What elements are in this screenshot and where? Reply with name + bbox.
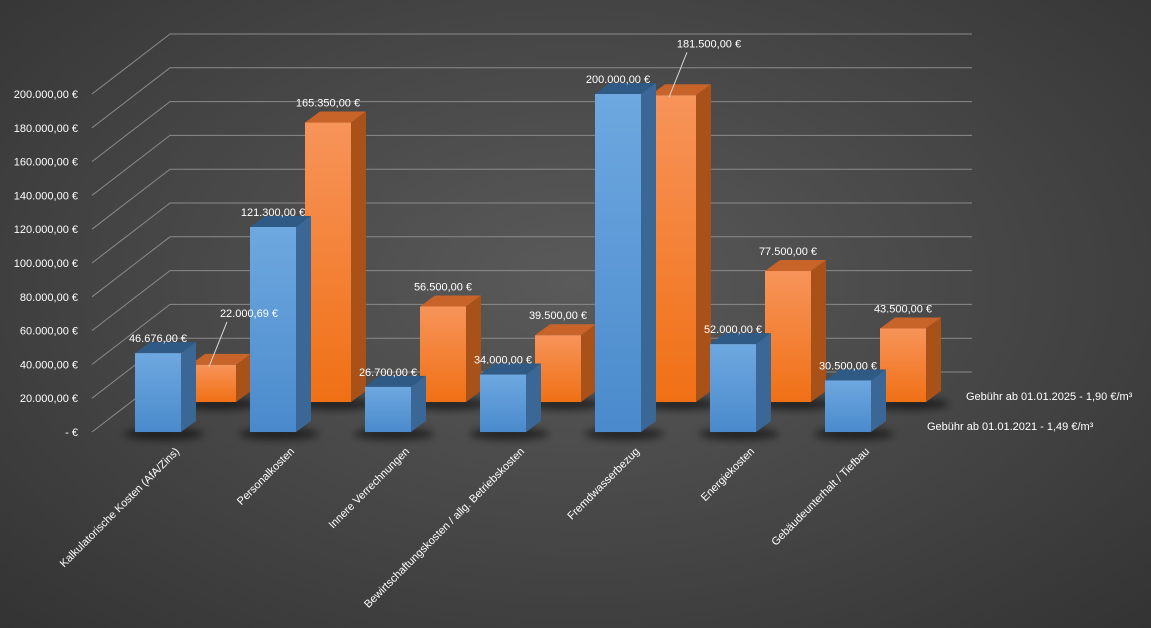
bar-series2-4 bbox=[650, 84, 711, 402]
bar-series1-0 bbox=[135, 342, 196, 432]
gridline bbox=[91, 134, 972, 196]
bar-series2-2 bbox=[420, 295, 481, 402]
y-tick-label: 120.000,00 € bbox=[14, 224, 78, 236]
y-tick-label: 60.000,00 € bbox=[20, 326, 78, 338]
bar-series2-5 bbox=[765, 260, 826, 402]
category-label: Gebäudeunterhalt / Tiefbau bbox=[769, 446, 872, 549]
y-tick-label: 80.000,00 € bbox=[20, 292, 78, 304]
bar-series1-6 bbox=[825, 369, 886, 432]
category-label: Innere Verrechnungen bbox=[327, 446, 412, 531]
bar-series2-1 bbox=[305, 111, 366, 402]
bar-series2-0 bbox=[190, 353, 251, 402]
y-tick-label: 160.000,00 € bbox=[14, 157, 78, 169]
gridline bbox=[91, 168, 972, 230]
y-tick-label: 20.000,00 € bbox=[20, 393, 78, 405]
bar-series2-6 bbox=[880, 317, 941, 402]
data-label: 56.500,00 € bbox=[414, 282, 472, 294]
data-label: 34.000,00 € bbox=[474, 355, 532, 367]
gridline bbox=[91, 236, 972, 298]
data-label: 26.700,00 € bbox=[359, 367, 417, 379]
bar-series1-1 bbox=[250, 216, 311, 432]
bar-series2-3 bbox=[535, 324, 596, 402]
y-tick-label: 140.000,00 € bbox=[14, 190, 78, 202]
gridline bbox=[91, 101, 972, 162]
data-label: 43.500,00 € bbox=[874, 303, 932, 315]
category-label: Fremdwasserbezug bbox=[565, 446, 642, 523]
series-label: Gebühr ab 01.01.2025 - 1,90 €/m³ bbox=[966, 391, 1133, 403]
data-label: 121.300,00 € bbox=[241, 207, 305, 219]
data-label: 39.500,00 € bbox=[529, 310, 587, 322]
data-label: 200.000,00 € bbox=[586, 74, 650, 86]
category-label: Kalkulatorische Kosten (AfA/Zins) bbox=[58, 446, 182, 570]
category-label: Energiekosten bbox=[699, 446, 757, 504]
leader-line bbox=[208, 321, 228, 368]
data-label: 77.500,00 € bbox=[759, 246, 817, 258]
data-label: 30.500,00 € bbox=[819, 360, 877, 372]
gridline bbox=[91, 33, 972, 95]
y-tick-label: 180.000,00 € bbox=[14, 123, 78, 135]
data-label: 52.000,00 € bbox=[704, 324, 762, 336]
category-label: Personalkosten bbox=[235, 446, 297, 508]
gridline bbox=[91, 67, 972, 129]
data-label: 165.350,00 € bbox=[296, 98, 360, 110]
data-label: 46.676,00 € bbox=[129, 333, 187, 345]
bar-series1-5 bbox=[710, 333, 771, 432]
bar-series1-3 bbox=[480, 363, 541, 432]
data-label: 181.500,00 € bbox=[677, 38, 741, 50]
y-tick-label: - € bbox=[65, 427, 78, 439]
data-label: 22.000,69 € bbox=[220, 308, 278, 320]
series-label: Gebühr ab 01.01.2021 - 1,49 €/m³ bbox=[927, 421, 1094, 433]
leader-line bbox=[668, 52, 688, 98]
y-tick-label: 200.000,00 € bbox=[14, 89, 78, 101]
gridline bbox=[91, 202, 972, 264]
y-tick-label: 100.000,00 € bbox=[14, 258, 78, 270]
y-tick-label: 40.000,00 € bbox=[20, 359, 78, 371]
bar-series1-4 bbox=[595, 83, 656, 432]
bar-series1-2 bbox=[365, 375, 426, 432]
